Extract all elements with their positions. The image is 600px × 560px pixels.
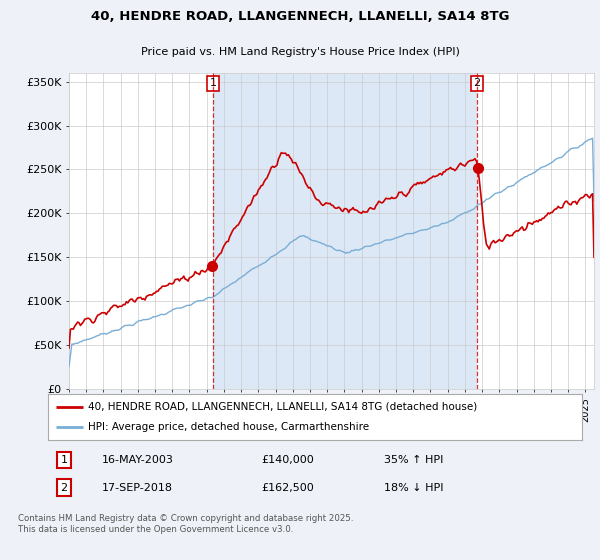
Text: 2: 2 [473, 78, 481, 88]
Text: 40, HENDRE ROAD, LLANGENNECH, LLANELLI, SA14 8TG: 40, HENDRE ROAD, LLANGENNECH, LLANELLI, … [91, 10, 509, 24]
Text: 1: 1 [61, 455, 68, 465]
Text: £140,000: £140,000 [262, 455, 314, 465]
Text: Contains HM Land Registry data © Crown copyright and database right 2025.
This d: Contains HM Land Registry data © Crown c… [18, 514, 353, 534]
Text: 16-MAY-2003: 16-MAY-2003 [101, 455, 173, 465]
Text: 17-SEP-2018: 17-SEP-2018 [101, 483, 172, 493]
Text: 18% ↓ HPI: 18% ↓ HPI [385, 483, 444, 493]
Bar [213, 73, 477, 389]
Text: 40, HENDRE ROAD, LLANGENNECH, LLANELLI, SA14 8TG (detached house): 40, HENDRE ROAD, LLANGENNECH, LLANELLI, … [88, 402, 478, 412]
Text: £162,500: £162,500 [262, 483, 314, 493]
Text: 35% ↑ HPI: 35% ↑ HPI [385, 455, 444, 465]
Text: Price paid vs. HM Land Registry's House Price Index (HPI): Price paid vs. HM Land Registry's House … [140, 48, 460, 58]
Text: 2: 2 [61, 483, 68, 493]
Text: HPI: Average price, detached house, Carmarthenshire: HPI: Average price, detached house, Carm… [88, 422, 369, 432]
Text: 1: 1 [209, 78, 217, 88]
